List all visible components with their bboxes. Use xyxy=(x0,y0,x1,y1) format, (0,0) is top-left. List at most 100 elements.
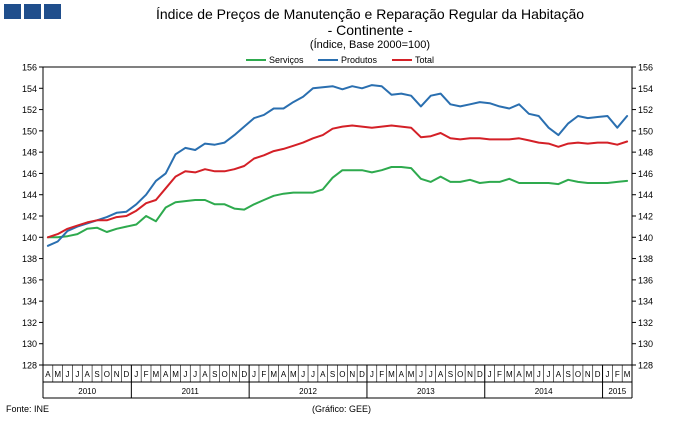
month-label: J xyxy=(488,370,492,379)
y-tick-label-left: 142 xyxy=(22,212,37,222)
month-label: M xyxy=(172,370,179,379)
y-tick-label-right: 152 xyxy=(638,105,653,115)
month-label: M xyxy=(54,370,61,379)
month-label: J xyxy=(183,370,187,379)
month-label: S xyxy=(566,370,571,379)
month-label: M xyxy=(624,370,631,379)
y-tick-label-right: 134 xyxy=(638,297,653,307)
month-label: S xyxy=(330,370,335,379)
month-label: J xyxy=(547,370,551,379)
month-label: J xyxy=(311,370,315,379)
month-label: N xyxy=(114,370,120,379)
month-label: D xyxy=(595,370,601,379)
year-label: 2010 xyxy=(78,387,96,396)
month-label: D xyxy=(241,370,247,379)
month-label: N xyxy=(349,370,355,379)
series-line-produtos xyxy=(46,84,629,247)
y-tick-label-left: 136 xyxy=(22,275,37,285)
source-note: Fonte: INE xyxy=(6,404,50,414)
month-label: M xyxy=(506,370,513,379)
month-label: S xyxy=(212,370,217,379)
month-label: A xyxy=(45,370,51,379)
logo-square xyxy=(44,4,61,19)
y-tick-label-right: 150 xyxy=(638,126,653,136)
month-label: M xyxy=(290,370,297,379)
y-tick-label-right: 146 xyxy=(638,169,653,179)
month-label: O xyxy=(339,370,345,379)
y-tick-label-left: 148 xyxy=(22,148,37,158)
y-tick-label-left: 146 xyxy=(22,169,37,179)
chart-title: Índice de Preços de Manutenção e Reparaç… xyxy=(155,6,585,22)
month-label: A xyxy=(320,370,326,379)
month-label: J xyxy=(419,370,423,379)
month-label: J xyxy=(605,370,609,379)
month-label: A xyxy=(438,370,444,379)
month-label: F xyxy=(261,370,266,379)
month-label: N xyxy=(585,370,591,379)
y-tick-label-left: 144 xyxy=(22,190,37,200)
y-tick-label-right: 132 xyxy=(638,318,653,328)
chart-subtitle: - Continente - xyxy=(327,22,413,38)
series-line-servios xyxy=(46,166,629,239)
month-label: D xyxy=(477,370,483,379)
y-tick-label-left: 138 xyxy=(22,254,37,264)
year-label: 2011 xyxy=(182,387,200,396)
month-label: J xyxy=(537,370,541,379)
year-label: 2012 xyxy=(299,387,317,396)
chart-base-note: (Índice, Base 2000=100) xyxy=(309,39,431,51)
month-label: F xyxy=(379,370,384,379)
month-label: J xyxy=(75,370,79,379)
month-label: M xyxy=(526,370,533,379)
y-tick-label-right: 154 xyxy=(638,84,653,94)
y-tick-label-left: 132 xyxy=(22,318,37,328)
month-label: J xyxy=(370,370,374,379)
month-label: A xyxy=(516,370,522,379)
month-label: N xyxy=(467,370,473,379)
month-label: J xyxy=(193,370,197,379)
y-tick-label-left: 152 xyxy=(22,105,37,115)
y-tick-label-right: 138 xyxy=(638,254,653,264)
month-label: F xyxy=(497,370,502,379)
y-tick-label-left: 154 xyxy=(22,84,37,94)
plot-area-frame xyxy=(42,66,633,366)
legend-label: Total xyxy=(415,55,434,65)
year-label: 2013 xyxy=(417,387,435,396)
series-line-total xyxy=(46,124,629,239)
month-label: M xyxy=(388,370,395,379)
y-tick-label-right: 128 xyxy=(638,361,653,371)
y-tick-label-right: 144 xyxy=(638,190,653,200)
y-tick-label-left: 140 xyxy=(22,233,37,243)
month-label: J xyxy=(66,370,70,379)
month-label: O xyxy=(221,370,227,379)
y-tick-label-right: 140 xyxy=(638,233,653,243)
month-label: J xyxy=(429,370,433,379)
month-label: J xyxy=(134,370,138,379)
month-label: A xyxy=(399,370,405,379)
month-label: O xyxy=(457,370,463,379)
month-label: J xyxy=(301,370,305,379)
month-label: O xyxy=(104,370,110,379)
y-tick-label-left: 128 xyxy=(22,361,37,371)
month-label: O xyxy=(575,370,581,379)
logo-square xyxy=(4,4,21,19)
month-label: M xyxy=(270,370,277,379)
y-tick-label-left: 156 xyxy=(22,63,37,73)
logo-square xyxy=(24,4,41,19)
legend-label: Serviços xyxy=(269,55,304,65)
y-tick-label-right: 156 xyxy=(638,63,653,73)
month-label: A xyxy=(281,370,287,379)
month-label: N xyxy=(232,370,238,379)
month-label: M xyxy=(153,370,160,379)
month-label: D xyxy=(359,370,365,379)
y-tick-label-left: 134 xyxy=(22,297,37,307)
month-label: J xyxy=(252,370,256,379)
y-tick-label-right: 142 xyxy=(638,212,653,222)
month-label: S xyxy=(448,370,453,379)
month-label: D xyxy=(124,370,130,379)
graph-credit: (Gráfico: GEE) xyxy=(312,404,372,414)
month-label: S xyxy=(94,370,99,379)
month-label: F xyxy=(144,370,149,379)
logo xyxy=(4,4,61,19)
month-label: A xyxy=(556,370,562,379)
